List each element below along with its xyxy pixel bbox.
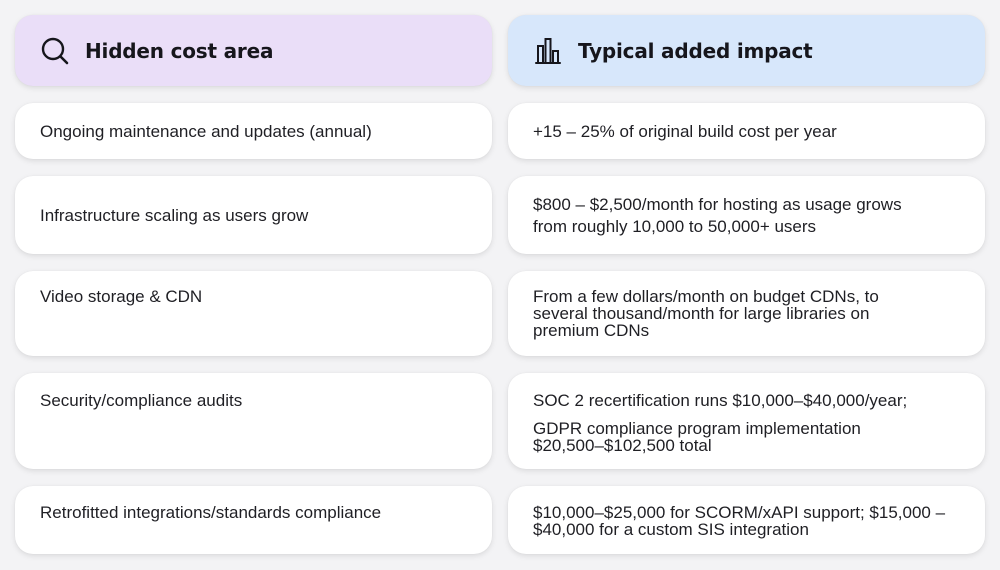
impact-text-line: GDPR compliance program implementation [533,419,861,438]
impact-cell-maintenance: +15 – 25% of original build cost per yea… [508,103,985,159]
impact-text-line: $10,000–$25,000 for SCORM/xAPI support; … [533,503,946,522]
cost-area-cell-security: Security/compliance audits [15,373,492,469]
search-icon [40,36,70,66]
impact-text-line: $40,000 for a custom SIS integration [533,520,809,539]
impact-cell-integrations: $10,000–$25,000 for SCORM/xAPI support; … [508,486,985,554]
cost-area-cell-maintenance: Ongoing maintenance and updates (annual) [15,103,492,159]
impact-cell-infrastructure: $800 – $2,500/month for hosting as usage… [508,176,985,254]
impact-text-line: from roughly 10,000 to 50,000+ users [533,217,817,236]
impact-text: +15 – 25% of original build cost per yea… [533,121,837,141]
impact-cell-security: SOC 2 recertification runs $10,000–$40,0… [508,373,985,469]
cost-area-label: Security/compliance audits [40,391,243,410]
header-hidden-cost-area: Hidden cost area [15,15,492,86]
impact-text-line: premium CDNs [533,321,650,340]
cost-area-label: Retrofitted integrations/standards compl… [40,503,382,522]
impact-cell-video: From a few dollars/month on budget CDNs,… [508,271,985,356]
cost-area-label: Ongoing maintenance and updates (annual) [40,121,372,141]
impact-text-line: From a few dollars/month on budget CDNs,… [533,287,879,306]
header-title-left: Hidden cost area [85,38,274,63]
cost-area-label: Infrastructure scaling as users grow [40,205,309,225]
header-typical-added-impact: Typical added impact [508,15,985,86]
impact-text-line: $800 – $2,500/month for hosting as usage… [533,195,902,214]
impact-text-line: several thousand/month for large librari… [533,304,870,323]
header-title-right: Typical added impact [578,38,813,63]
cost-area-cell-infrastructure: Infrastructure scaling as users grow [15,176,492,254]
bar-chart-icon [533,36,563,66]
cost-area-cell-video: Video storage & CDN [15,271,492,356]
impact-text-line: SOC 2 recertification runs $10,000–$40,0… [533,391,908,410]
impact-text-line: $20,500–$102,500 total [533,436,712,455]
cost-area-cell-integrations: Retrofitted integrations/standards compl… [15,486,492,554]
cost-area-label: Video storage & CDN [40,287,203,306]
